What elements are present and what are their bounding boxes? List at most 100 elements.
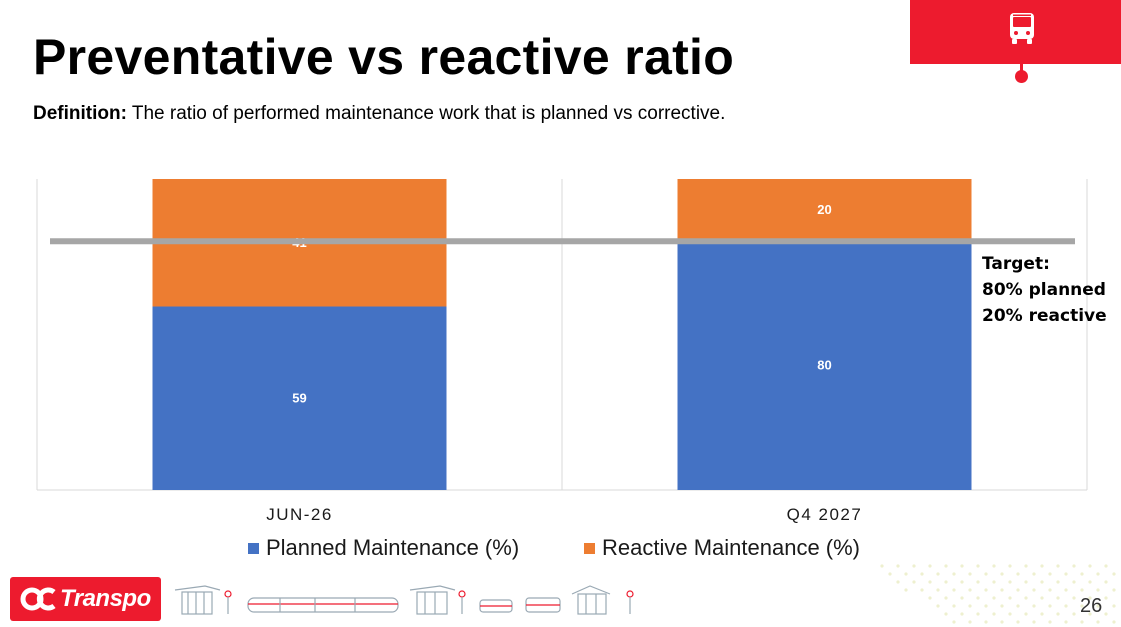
pattern-dot <box>968 588 972 592</box>
pattern-dot <box>1104 596 1108 600</box>
pattern-dot <box>960 596 964 600</box>
pattern-dot <box>1008 612 1012 616</box>
bar-planned-1 <box>677 241 972 490</box>
bar-planned-0 <box>152 306 447 490</box>
legend-swatch-reactive <box>584 542 595 554</box>
station-illustration-icon <box>174 585 232 615</box>
data-label-planned-0: 59 <box>292 390 306 405</box>
pattern-dot <box>1048 604 1052 608</box>
data-label-planned-1: 80 <box>817 358 831 373</box>
legend-swatch-planned <box>248 542 259 554</box>
pattern-dot <box>976 596 980 600</box>
pattern-dot <box>1016 588 1020 592</box>
pattern-dot <box>1040 612 1044 616</box>
pattern-dot <box>968 604 972 608</box>
pattern-dot <box>944 564 948 568</box>
train-illustration-icon <box>247 597 399 613</box>
pattern-dot <box>960 580 964 584</box>
pattern-dot <box>976 564 980 568</box>
pattern-dot <box>984 604 988 608</box>
pattern-dot <box>1000 588 1004 592</box>
pattern-dot <box>1104 580 1108 584</box>
pattern-dot <box>1032 588 1036 592</box>
chart-legend: Planned Maintenance (%) Reactive Mainten… <box>0 535 1121 563</box>
pattern-dot <box>928 564 932 568</box>
definition-body: The ratio of performed maintenance work … <box>126 103 726 124</box>
pattern-dot <box>1000 620 1004 624</box>
pattern-dot <box>1000 572 1004 576</box>
pattern-dot <box>880 564 884 568</box>
pattern-dot <box>976 612 980 616</box>
dot-pattern-decoration <box>880 564 1116 624</box>
pattern-dot <box>1080 620 1084 624</box>
category-label-0: JUN-26 <box>266 505 333 524</box>
pattern-dot <box>952 588 956 592</box>
pattern-dot <box>1064 620 1068 624</box>
slide-title: Preventative vs reactive ratio <box>33 29 735 85</box>
pattern-dot <box>1080 572 1084 576</box>
pattern-dot <box>928 580 932 584</box>
pattern-dot <box>1008 580 1012 584</box>
pattern-dot <box>952 620 956 624</box>
pattern-dot <box>1072 564 1076 568</box>
legend-label-reactive: Reactive Maintenance (%) <box>602 535 861 560</box>
pattern-dot <box>992 580 996 584</box>
logo-text: Transpo <box>60 585 151 612</box>
legend-item-reactive: Reactive Maintenance (%) <box>584 535 860 561</box>
pattern-dot <box>1112 620 1116 624</box>
pattern-dot <box>1024 580 1028 584</box>
pattern-dot <box>1008 564 1012 568</box>
pattern-dot <box>1088 612 1092 616</box>
pattern-dot <box>928 596 932 600</box>
pattern-dot <box>1072 580 1076 584</box>
station-illustration-2-icon <box>409 585 466 615</box>
pattern-dot <box>1048 572 1052 576</box>
pattern-dot <box>920 572 924 576</box>
pattern-dot <box>960 564 964 568</box>
target-annotation: Target: 80% planned 20% reactive <box>982 251 1107 329</box>
pattern-dot <box>1024 596 1028 600</box>
pattern-dot <box>1032 572 1036 576</box>
pattern-dot <box>1040 596 1044 600</box>
pattern-dot <box>984 572 988 576</box>
pattern-dot <box>984 588 988 592</box>
pattern-dot <box>968 620 972 624</box>
pattern-dot <box>976 580 980 584</box>
pattern-dot <box>1096 620 1100 624</box>
pattern-dot <box>1072 612 1076 616</box>
legend-label-planned: Planned Maintenance (%) <box>266 535 520 560</box>
pin-dot <box>1015 70 1028 83</box>
pattern-dot <box>896 580 900 584</box>
pattern-dot <box>944 580 948 584</box>
pattern-dot <box>1080 604 1084 608</box>
oc-logo-mark-icon <box>20 587 56 611</box>
category-label-group: JUN-26 Q4 2027 <box>266 505 863 524</box>
target-line1: Target: <box>982 254 1050 274</box>
pattern-dot <box>984 620 988 624</box>
definition-text: Definition: The ratio of performed maint… <box>33 103 725 126</box>
category-label-1: Q4 2027 <box>787 505 863 524</box>
target-line2: 80% planned <box>982 280 1106 300</box>
legend-item-planned: Planned Maintenance (%) <box>248 535 519 561</box>
pattern-dot <box>904 588 908 592</box>
data-label-reactive-1: 20 <box>817 202 831 217</box>
pattern-dot <box>912 564 916 568</box>
pattern-dot <box>1032 620 1036 624</box>
pattern-dot <box>1072 596 1076 600</box>
target-line3: 20% reactive <box>982 306 1107 326</box>
pattern-dot <box>1024 612 1028 616</box>
pattern-dot <box>1112 604 1116 608</box>
pattern-dot <box>1056 564 1060 568</box>
pattern-dot <box>992 564 996 568</box>
transit-illustrations <box>174 585 634 615</box>
pattern-dot <box>1096 588 1100 592</box>
pattern-dot <box>1080 588 1084 592</box>
pattern-dot <box>1024 564 1028 568</box>
pattern-dot <box>1104 612 1108 616</box>
pattern-dot <box>936 572 940 576</box>
pattern-dot <box>888 572 892 576</box>
oc-transpo-logo: Transpo <box>10 577 161 621</box>
pattern-dot <box>944 612 948 616</box>
pattern-dot <box>1056 612 1060 616</box>
